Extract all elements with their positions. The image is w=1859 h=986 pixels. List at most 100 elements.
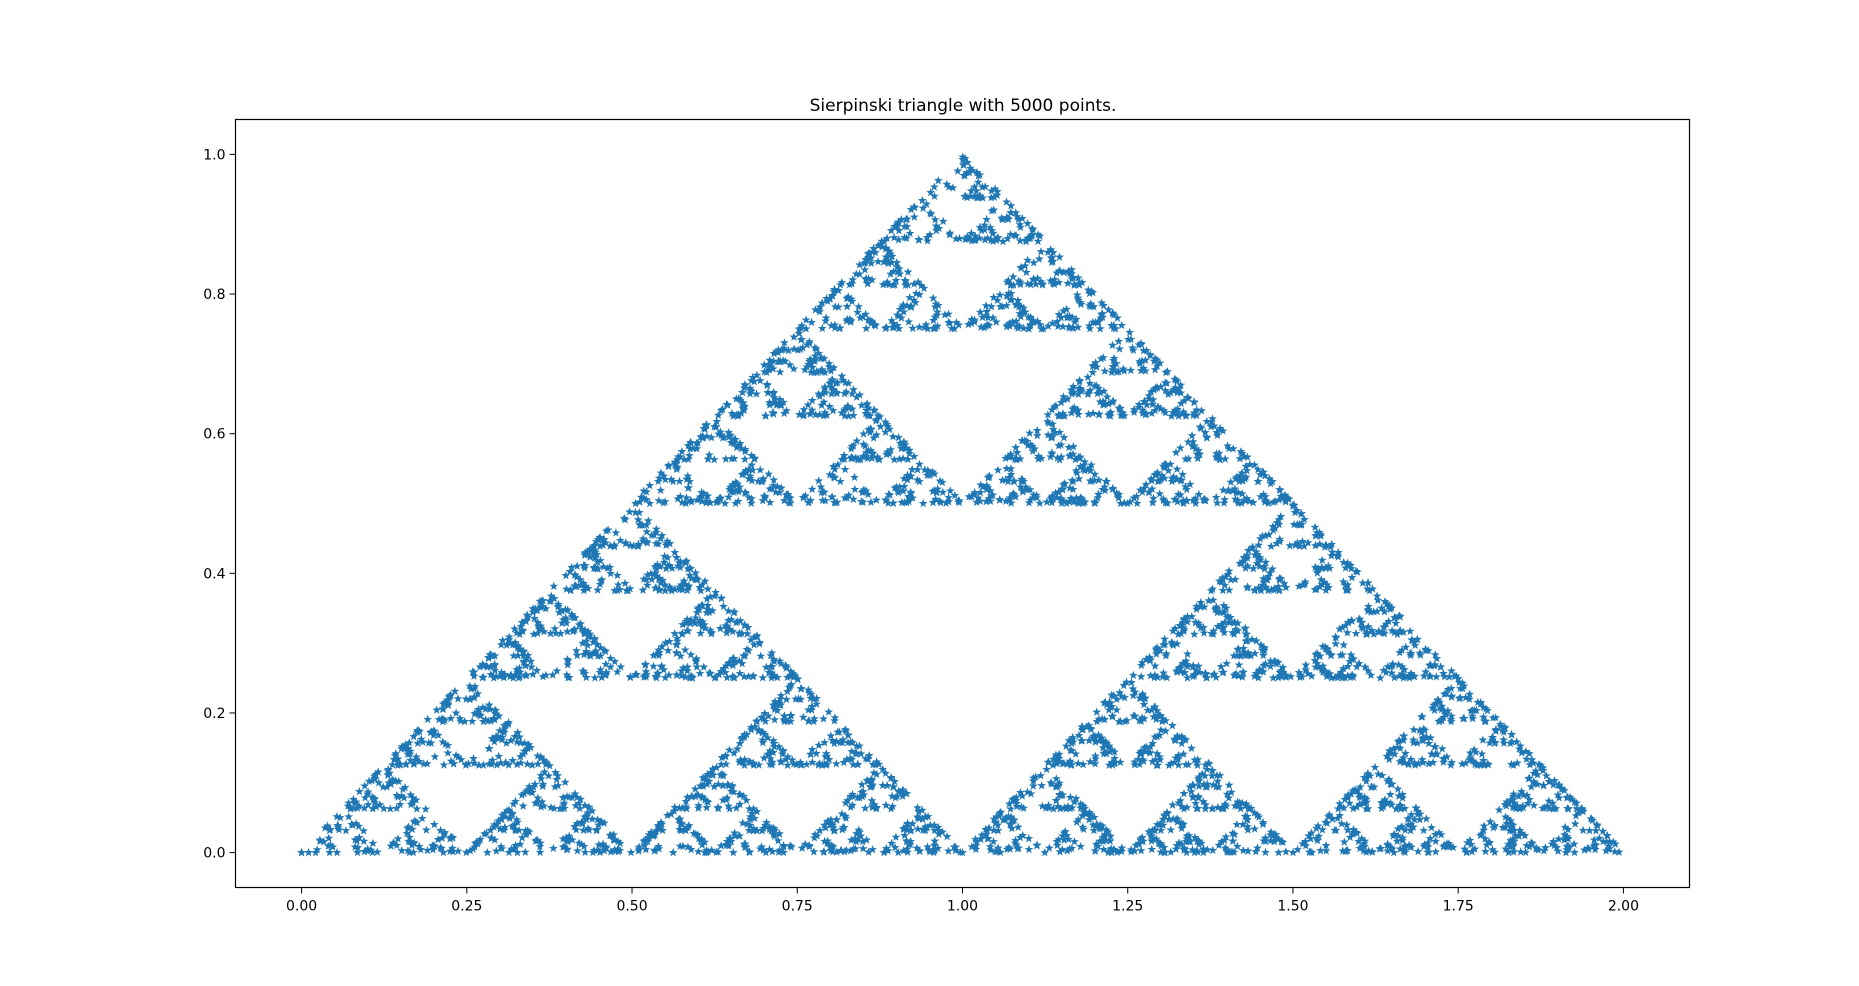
- scatter-point: [1156, 711, 1165, 720]
- scatter-point: [1094, 475, 1104, 484]
- scatter-point: [693, 803, 703, 812]
- scatter-point: [1343, 825, 1353, 834]
- scatter-point: [1157, 717, 1167, 726]
- scatter-point: [995, 290, 1005, 299]
- scatter-point: [726, 487, 736, 496]
- scatter-point: [1004, 276, 1013, 285]
- scatter-point: [1034, 254, 1044, 263]
- scatter-point: [1063, 394, 1072, 403]
- scatter-point: [1016, 802, 1026, 811]
- scatter-point: [538, 672, 548, 681]
- scatter-point: [1377, 603, 1386, 612]
- scatter-point: [1347, 616, 1357, 625]
- scatter-point: [899, 474, 909, 483]
- scatter-point: [1437, 744, 1447, 753]
- scatter-point: [562, 584, 571, 593]
- scatter-point: [1008, 317, 1018, 326]
- scatter-point: [1403, 814, 1413, 823]
- scatter-point: [1192, 666, 1201, 675]
- scatter-point: [1278, 667, 1288, 677]
- scatter-point: [744, 847, 754, 856]
- scatter-point: [364, 776, 374, 786]
- scatter-point: [486, 716, 496, 725]
- scatter-point: [1057, 845, 1067, 854]
- scatter-point: [642, 580, 652, 590]
- scatter-point: [563, 837, 573, 846]
- scatter-point: [642, 536, 652, 546]
- scatter-point: [1115, 757, 1125, 767]
- scatter-point: [806, 367, 816, 377]
- scatter-point: [1488, 845, 1497, 854]
- scatter-point: [683, 662, 692, 671]
- scatter-point: [1052, 317, 1062, 326]
- scatter-point: [500, 822, 510, 832]
- scatter-point: [402, 744, 412, 753]
- scatter-point: [641, 659, 650, 669]
- scatter-point: [906, 826, 915, 835]
- scatter-point: [606, 847, 616, 856]
- scatter-point: [1400, 672, 1410, 681]
- scatter-point: [1188, 780, 1197, 789]
- scatter-point: [1439, 706, 1449, 715]
- scatter-point: [830, 497, 839, 507]
- scatter-point: [1006, 295, 1015, 304]
- scatter-point: [1161, 726, 1170, 735]
- scatter-point: [343, 801, 353, 810]
- scatter-point: [531, 836, 540, 845]
- scatter-point: [716, 760, 726, 769]
- scatter-point: [1348, 786, 1358, 795]
- scatter-point: [1560, 830, 1569, 839]
- scatter-point: [855, 793, 864, 802]
- scatter-point: [1181, 760, 1191, 769]
- scatter-point: [1183, 649, 1192, 658]
- scatter-point: [508, 640, 518, 649]
- scatter-point: [601, 843, 611, 853]
- scatter-point: [908, 493, 917, 502]
- scatter-point: [1102, 700, 1111, 709]
- scatter-point: [1569, 839, 1579, 848]
- scatter-point: [603, 563, 613, 573]
- scatter-point: [1071, 749, 1081, 758]
- scatter-point: [1243, 846, 1253, 855]
- scatter-point: [847, 755, 857, 764]
- scatter-point: [1076, 803, 1086, 813]
- scatter-point: [1051, 401, 1061, 410]
- scatter-point: [1183, 612, 1192, 621]
- scatter-point: [438, 699, 448, 708]
- scatter-point: [896, 443, 906, 453]
- scatter-point: [1202, 433, 1212, 442]
- scatter-point: [564, 792, 574, 801]
- scatter-point: [650, 562, 660, 571]
- scatter-point: [1233, 495, 1243, 505]
- scatter-point: [1094, 383, 1103, 393]
- scatter-point: [563, 655, 572, 664]
- scatter-point: [581, 647, 591, 656]
- scatter-point: [1101, 825, 1111, 834]
- scatter-point: [1239, 556, 1249, 566]
- scatter-point: [495, 726, 505, 735]
- scatter-point: [807, 705, 817, 714]
- scatter-point: [693, 830, 703, 839]
- scatter-point: [805, 409, 815, 418]
- scatter-point: [1168, 386, 1178, 395]
- scatter-point: [526, 656, 536, 666]
- scatter-point: [1563, 792, 1573, 801]
- scatter-point: [1338, 623, 1347, 632]
- scatter-point: [1570, 847, 1579, 857]
- scatter-point: [1166, 388, 1175, 397]
- scatter-point: [1243, 648, 1253, 657]
- scatter-point: [850, 472, 859, 482]
- scatter-point: [490, 651, 500, 660]
- scatter-point: [835, 737, 845, 747]
- scatter-point: [869, 405, 879, 414]
- scatter-point: [761, 662, 771, 672]
- scatter-point: [1163, 498, 1172, 507]
- scatter-point: [840, 493, 850, 502]
- scatter-point: [478, 659, 488, 669]
- scatter-point: [1026, 280, 1036, 289]
- scatter-point: [474, 837, 484, 846]
- scatter-point: [1540, 803, 1549, 812]
- scatter-point: [1021, 482, 1031, 491]
- scatter-point: [509, 651, 519, 660]
- scatter-point: [430, 841, 439, 851]
